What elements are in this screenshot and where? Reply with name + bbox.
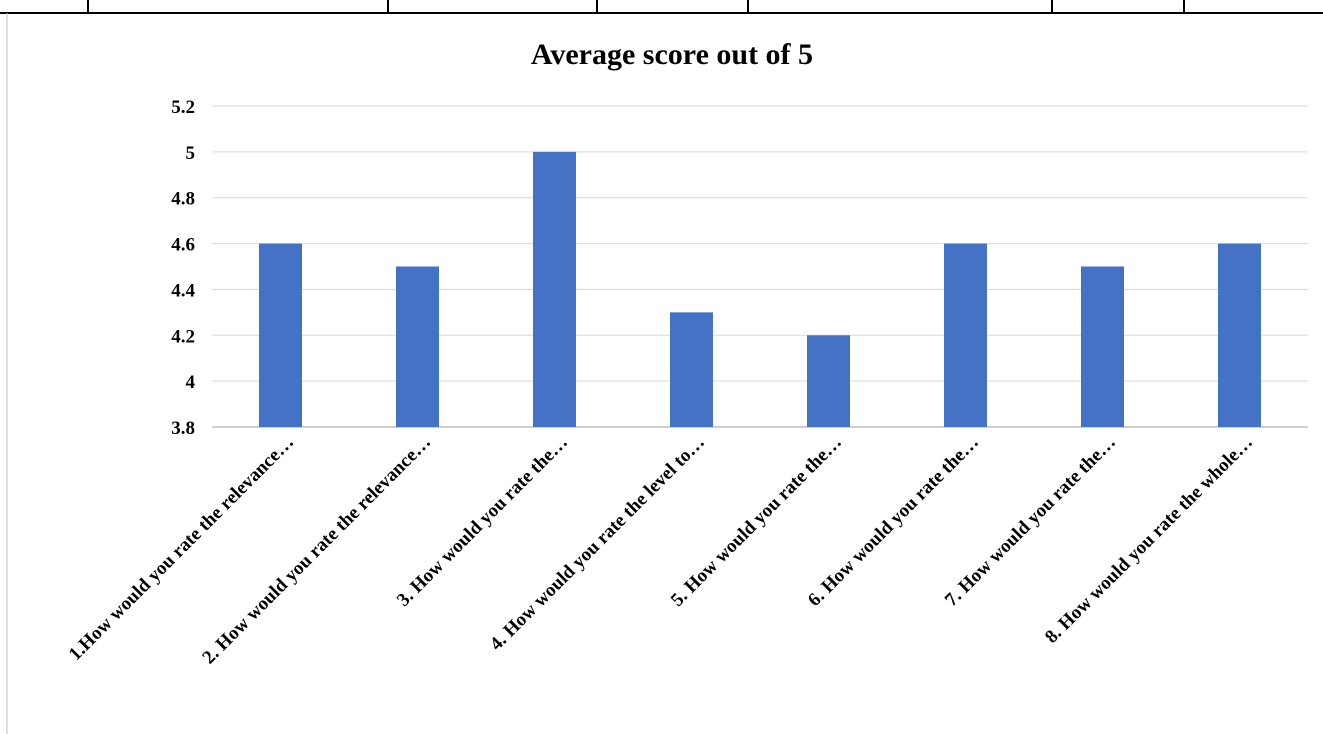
- bar: [1081, 266, 1124, 427]
- x-category-label: 2. How would you rate the relevance…: [198, 432, 435, 669]
- gridlines: [212, 105, 1308, 428]
- x-category-label: 1.How would you rate the relevance…: [65, 432, 298, 665]
- y-tick-label: 5.2: [171, 97, 195, 118]
- y-tick-label: 4.4: [171, 280, 195, 301]
- bar: [670, 312, 713, 427]
- bar: [807, 335, 850, 427]
- y-tick-label: 5: [186, 143, 196, 164]
- chart-title: Average score out of 5: [531, 38, 813, 71]
- bar: [259, 243, 302, 427]
- bar: [944, 243, 987, 427]
- bar: [1218, 243, 1261, 427]
- x-category-label: 4. How would you rate the level to…: [486, 432, 709, 655]
- y-tick-label: 4.2: [171, 326, 195, 347]
- y-tick-label: 4.8: [171, 189, 195, 210]
- bar: [396, 266, 439, 427]
- x-axis-labels: 1.How would you rate the relevance…2. Ho…: [65, 432, 1257, 669]
- bars: [259, 151, 1261, 427]
- y-tick-label: 3.8: [171, 418, 195, 439]
- y-axis-ticks: 5.2 5 4.8 4.6 4.4 4.2 4 3.8: [171, 97, 195, 439]
- bar: [533, 151, 576, 427]
- y-tick-label: 4: [186, 372, 196, 393]
- y-tick-label: 4.6: [171, 235, 195, 256]
